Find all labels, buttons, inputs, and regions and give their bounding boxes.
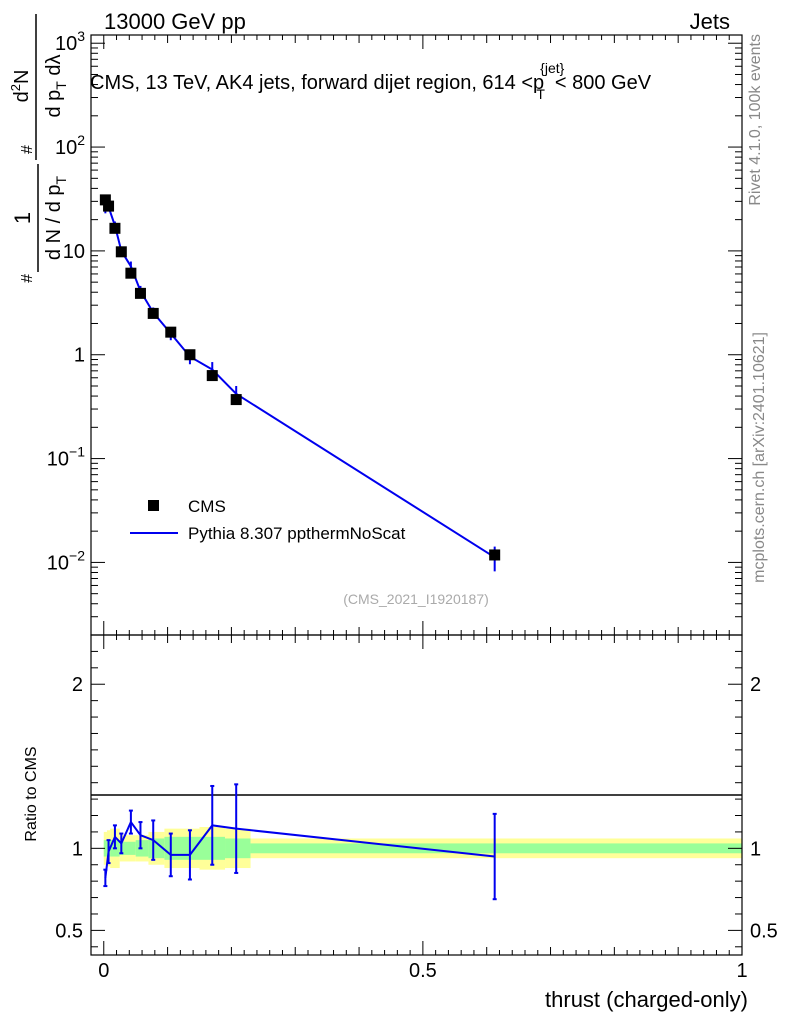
main-data-layer — [99, 194, 501, 572]
ratio-y-tick-label-right: 2 — [750, 674, 761, 696]
legend-cms-marker — [148, 500, 159, 511]
x-tick-label: 0 — [98, 960, 109, 982]
legend: CMS Pythia 8.307 ppthermNoScat — [130, 497, 406, 543]
x-axis-label: thrust (charged-only) — [545, 987, 748, 1012]
main-y-tick-label: 103 — [55, 28, 85, 55]
x-tick-label: 1 — [736, 960, 747, 982]
cms-data-point — [230, 394, 242, 406]
analysis-id-label: (CMS_2021_I1920187) — [343, 591, 489, 607]
cms-data-point — [125, 267, 137, 279]
legend-pythia-label: Pythia 8.307 ppthermNoScat — [188, 524, 406, 543]
cms-data-point — [99, 194, 111, 206]
cms-data-point — [115, 246, 127, 258]
cms-data-point — [489, 549, 501, 561]
main-plot-frame — [90, 34, 743, 636]
ratio-inner-band — [119, 841, 136, 855]
title-superscript: {jet} — [540, 60, 564, 76]
chart-title: CMS, 13 TeV, AK4 jets, forward dijet reg… — [90, 60, 652, 102]
x-tick-label: 0.5 — [409, 960, 437, 982]
ratio-y-tick-label: 1 — [72, 838, 83, 860]
ylabel-hash-left: # — [19, 274, 36, 283]
title-subscript: T — [536, 86, 545, 102]
ylabel-numerator-one: 1 — [10, 212, 35, 224]
ylabel-d2n: d2N — [8, 70, 33, 103]
ratio-data-layer — [103, 783, 497, 901]
cms-data-point — [103, 200, 115, 212]
ratio-inner-band — [103, 840, 107, 857]
title-main-text: CMS, 13 TeV, AK4 jets, forward dijet reg… — [90, 72, 544, 94]
ylabel-denominator: d N / d pT — [43, 175, 69, 260]
main-axis-ticks: 10−2 10−1 1 10 102 103 — [47, 28, 743, 636]
cms-data-point — [184, 349, 196, 361]
energy-label: 13000 GeV pp — [104, 9, 246, 34]
ratio-y-tick-label: 0.5 — [55, 920, 83, 942]
main-y-tick-label: 10−1 — [47, 444, 85, 471]
cms-data-point — [109, 222, 121, 234]
cms-data-point — [206, 370, 218, 382]
main-y-tick-label: 10−2 — [47, 547, 85, 574]
rivet-version-label: Rivet 4.1.0, 100k events — [747, 34, 764, 206]
ratio-y-tick-label: 2 — [72, 674, 83, 696]
main-y-axis-label: 1 # d N / d pT d2N d pT dλ # — [8, 14, 69, 283]
ratio-inner-band — [225, 838, 251, 859]
main-y-tick-label: 102 — [55, 132, 85, 159]
main-y-tick-label: 1 — [74, 345, 85, 367]
ylabel-dpt-dlambda: d pT dλ — [43, 54, 69, 117]
cms-data-point — [147, 307, 159, 319]
ratio-y-axis-label: Ratio to CMS — [23, 746, 40, 841]
ylabel-hash-right: # — [19, 145, 36, 154]
cms-data-point — [165, 326, 177, 338]
mcplots-source-label: mcplots.cern.ch [arXiv:2401.10621] — [751, 332, 768, 583]
main-y-tick-label: 10 — [63, 241, 85, 263]
ratio-y-tick-label-right: 0.5 — [750, 920, 778, 942]
ratio-axis-ticks: 0.5 0.51 12 20 0.5 1 — [55, 634, 778, 982]
ratio-pythia-line — [104, 820, 495, 878]
title-range-end: < 800 GeV — [555, 72, 652, 94]
category-label: Jets — [690, 9, 730, 34]
cms-data-point — [134, 287, 146, 299]
legend-cms-label: CMS — [188, 497, 226, 516]
pythia-line — [104, 205, 496, 559]
ratio-y-tick-label-right: 1 — [750, 838, 761, 860]
ratio-inner-band — [250, 843, 742, 854]
ratio-plot-frame — [90, 634, 743, 956]
